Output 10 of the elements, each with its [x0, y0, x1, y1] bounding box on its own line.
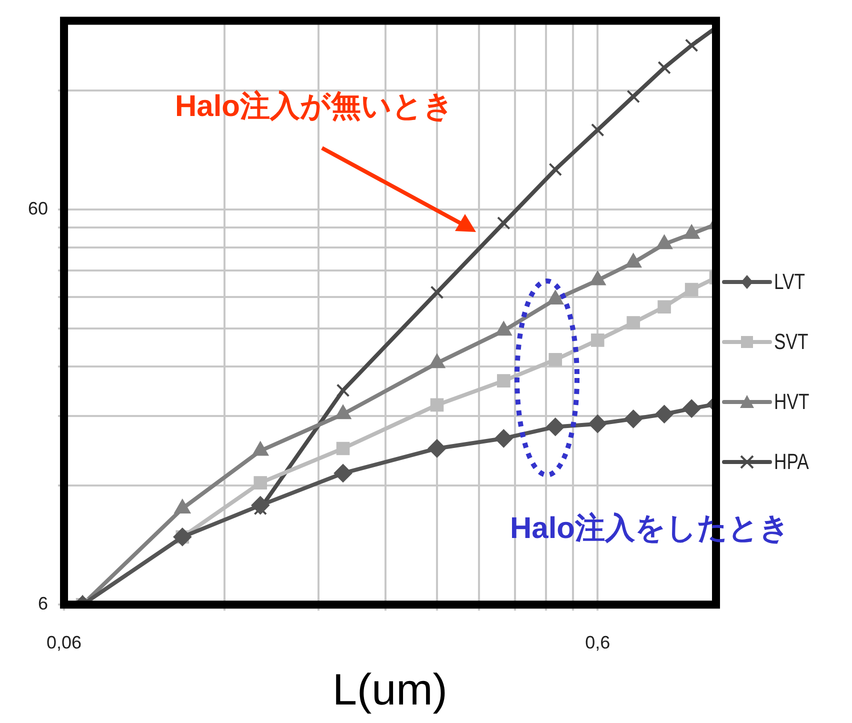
legend-label: HPA — [774, 449, 809, 475]
y-tick-label: 6 — [38, 594, 48, 614]
legend-label: SVT — [774, 329, 808, 355]
legend-label: HVT — [774, 389, 810, 415]
x-tick-label: 0,6 — [585, 632, 610, 652]
x-axis-title: L(um) — [332, 666, 448, 715]
y-tick-label: 60 — [28, 198, 48, 218]
x-tick-label: 0,06 — [46, 632, 82, 652]
annotation: Halo注入が無いとき — [175, 89, 454, 125]
legend-label: LVT — [774, 269, 805, 295]
